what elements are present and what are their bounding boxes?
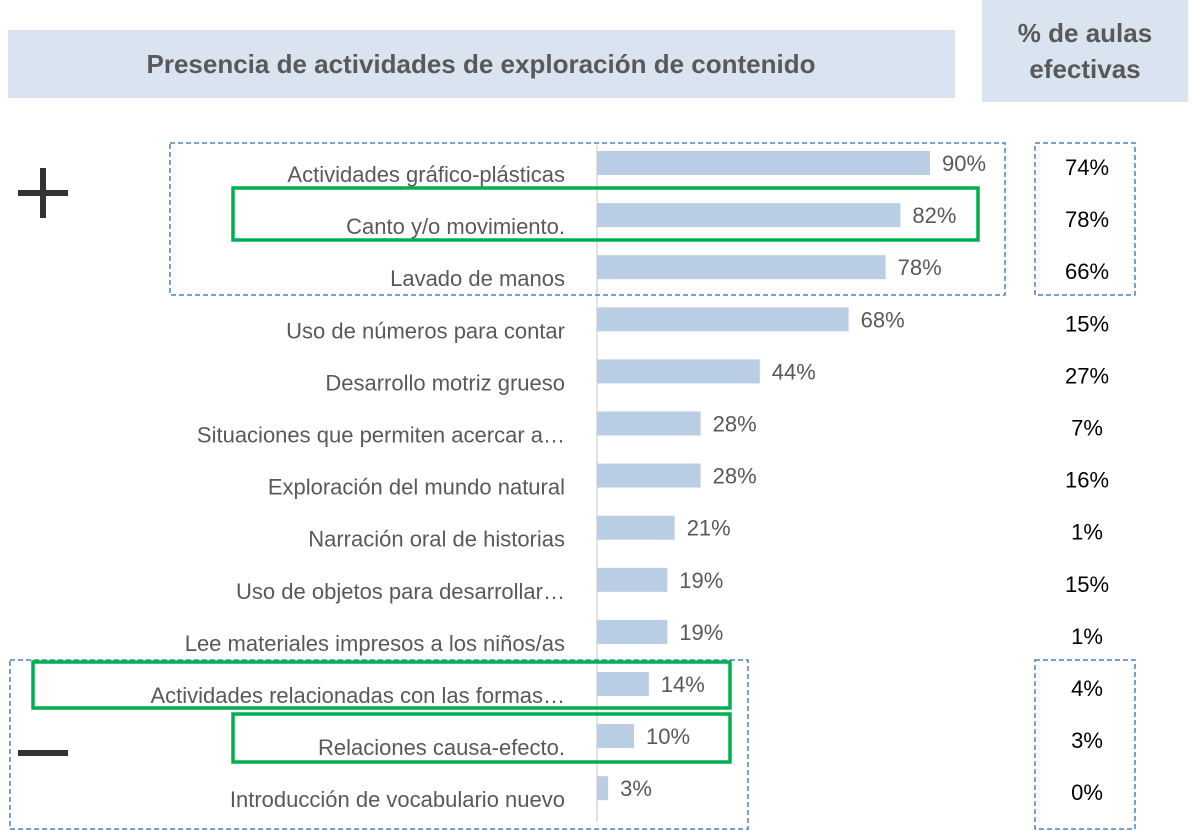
bar bbox=[597, 151, 930, 175]
side-value: 0% bbox=[1071, 780, 1103, 805]
category-label: Exploración del mundo natural bbox=[268, 475, 565, 500]
category-label: Uso de números para contar bbox=[286, 318, 565, 343]
category-label: Lavado de manos bbox=[390, 266, 565, 291]
side-value: 1% bbox=[1071, 520, 1103, 545]
bar bbox=[597, 619, 668, 644]
bar bbox=[597, 411, 701, 436]
value-label: 78% bbox=[898, 255, 942, 280]
side-value: 4% bbox=[1071, 676, 1103, 701]
side-value: 7% bbox=[1071, 416, 1103, 441]
side-value: 15% bbox=[1065, 572, 1109, 597]
value-label: 68% bbox=[861, 307, 905, 332]
category-label: Canto y/o movimiento. bbox=[346, 214, 565, 239]
category-label: Uso de objetos para desarrollar… bbox=[236, 579, 565, 604]
bar bbox=[597, 307, 849, 332]
side-column-title: % de aulas efectivas bbox=[982, 0, 1188, 102]
bar bbox=[597, 255, 886, 280]
value-label: 28% bbox=[713, 464, 757, 489]
highlight-boxes bbox=[9, 142, 1136, 830]
value-label: 3% bbox=[620, 776, 652, 801]
side-value: 66% bbox=[1065, 259, 1109, 284]
side-value: 27% bbox=[1065, 363, 1109, 388]
value-label: 21% bbox=[687, 516, 731, 541]
bar bbox=[597, 567, 668, 592]
category-label: Actividades relacionadas con las formas… bbox=[150, 683, 565, 708]
category-label: Lee materiales impresos a los niños/as bbox=[185, 631, 565, 656]
category-label: Desarrollo motriz grueso bbox=[325, 370, 565, 395]
title-box bbox=[8, 30, 955, 98]
plus-sign bbox=[18, 168, 68, 218]
value-label: 19% bbox=[679, 620, 723, 645]
bar bbox=[597, 463, 701, 488]
value-label: 10% bbox=[646, 724, 690, 749]
side-value: 74% bbox=[1065, 155, 1109, 180]
value-label: 44% bbox=[772, 359, 816, 384]
bar bbox=[597, 724, 634, 749]
side-value: 15% bbox=[1065, 311, 1109, 336]
category-label: Relaciones causa-efecto. bbox=[318, 735, 565, 760]
bar bbox=[597, 515, 675, 540]
category-label: Situaciones que permiten acercar a… bbox=[197, 423, 565, 448]
side-value: 3% bbox=[1071, 728, 1103, 753]
bar bbox=[597, 672, 649, 696]
category-label: Actividades gráfico-plásticas bbox=[287, 162, 565, 187]
category-label: Narración oral de historias bbox=[308, 527, 565, 552]
value-label: 14% bbox=[661, 672, 705, 697]
value-label: 19% bbox=[679, 568, 723, 593]
side-value: 1% bbox=[1071, 624, 1103, 649]
value-label: 90% bbox=[942, 151, 986, 176]
side-value: 78% bbox=[1065, 207, 1109, 232]
focus-boxes bbox=[31, 186, 980, 764]
value-label: 28% bbox=[713, 412, 757, 437]
bar bbox=[597, 359, 760, 384]
side-value: 16% bbox=[1065, 468, 1109, 493]
value-label: 82% bbox=[912, 203, 956, 228]
chart-title: Presencia de actividades de exploración … bbox=[146, 49, 815, 79]
bar bbox=[597, 776, 609, 801]
bar bbox=[597, 203, 901, 228]
category-label: Introducción de vocabulario nuevo bbox=[230, 787, 565, 812]
